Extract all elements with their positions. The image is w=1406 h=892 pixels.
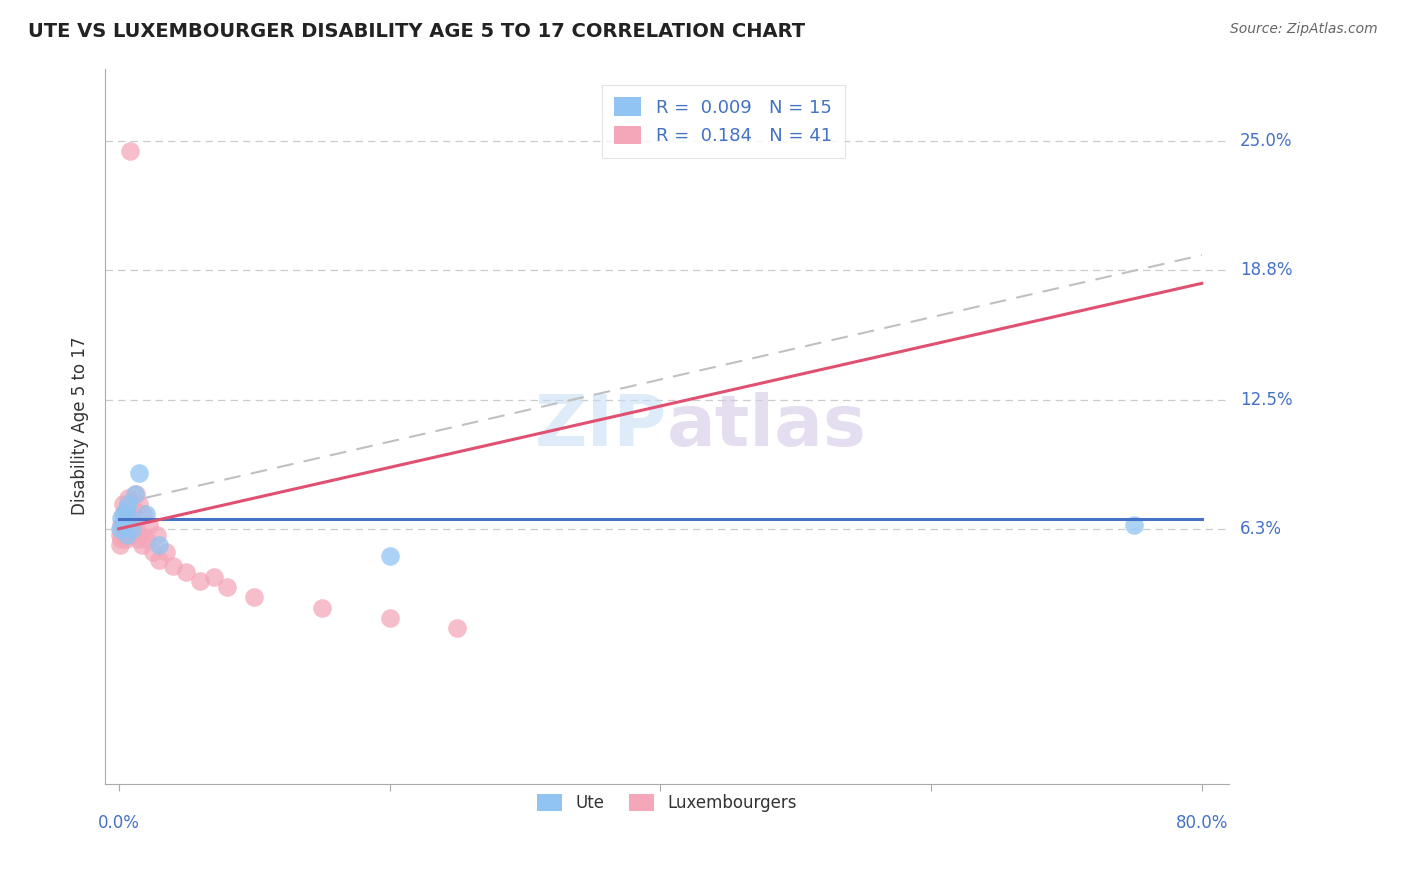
Text: ZIP: ZIP: [534, 392, 666, 460]
Point: [115, 528, 138, 542]
Point: [132, 508, 155, 522]
Point: [378, 611, 401, 625]
Text: UTE VS LUXEMBOURGER DISABILITY AGE 5 TO 17 CORRELATION CHART: UTE VS LUXEMBOURGER DISABILITY AGE 5 TO …: [28, 22, 806, 41]
Point: [135, 508, 157, 522]
Point: [145, 528, 167, 542]
Point: [124, 517, 146, 532]
Point: [118, 511, 141, 525]
Point: [128, 466, 150, 480]
Point: [108, 522, 131, 536]
Point: [135, 532, 157, 546]
Point: [114, 511, 136, 525]
Text: 18.8%: 18.8%: [1240, 260, 1292, 278]
Point: [110, 511, 132, 525]
Point: [124, 486, 146, 500]
Point: [131, 538, 153, 552]
Text: 6.3%: 6.3%: [1240, 520, 1282, 538]
Text: atlas: atlas: [666, 392, 868, 460]
Point: [117, 491, 139, 505]
Point: [111, 508, 134, 522]
Point: [125, 486, 148, 500]
Point: [115, 528, 138, 542]
Point: [111, 517, 134, 532]
Text: Source: ZipAtlas.com: Source: ZipAtlas.com: [1230, 22, 1378, 37]
Point: [118, 145, 141, 159]
Point: [142, 544, 165, 558]
Point: [110, 517, 132, 532]
Text: 25.0%: 25.0%: [1240, 132, 1292, 150]
Point: [311, 600, 333, 615]
Point: [122, 503, 145, 517]
Point: [243, 591, 266, 605]
Legend: Ute, Luxembourgers: Ute, Luxembourgers: [530, 787, 804, 819]
Y-axis label: Disability Age 5 to 17: Disability Age 5 to 17: [72, 337, 89, 516]
Text: 80.0%: 80.0%: [1175, 814, 1227, 832]
Point: [114, 503, 136, 517]
Point: [110, 532, 132, 546]
Point: [127, 532, 149, 546]
Point: [108, 528, 131, 542]
Point: [118, 508, 141, 522]
Point: [202, 569, 225, 583]
Point: [118, 522, 141, 536]
Point: [128, 497, 150, 511]
Point: [129, 528, 152, 542]
Point: [138, 517, 160, 532]
Text: 0.0%: 0.0%: [98, 814, 139, 832]
Point: [108, 538, 131, 552]
Point: [446, 621, 468, 635]
Point: [1123, 517, 1146, 532]
Point: [117, 517, 139, 532]
Point: [114, 532, 136, 546]
Text: 12.5%: 12.5%: [1240, 392, 1292, 409]
Point: [121, 522, 143, 536]
Point: [176, 566, 198, 580]
Point: [112, 524, 135, 538]
Point: [121, 528, 143, 542]
Point: [188, 574, 211, 588]
Point: [378, 549, 401, 563]
Point: [148, 553, 170, 567]
Point: [148, 538, 170, 552]
Point: [215, 580, 238, 594]
Point: [112, 508, 135, 522]
Point: [117, 497, 139, 511]
Point: [155, 544, 177, 558]
Point: [111, 497, 134, 511]
Point: [162, 559, 184, 574]
Point: [120, 511, 142, 525]
Point: [115, 503, 138, 517]
